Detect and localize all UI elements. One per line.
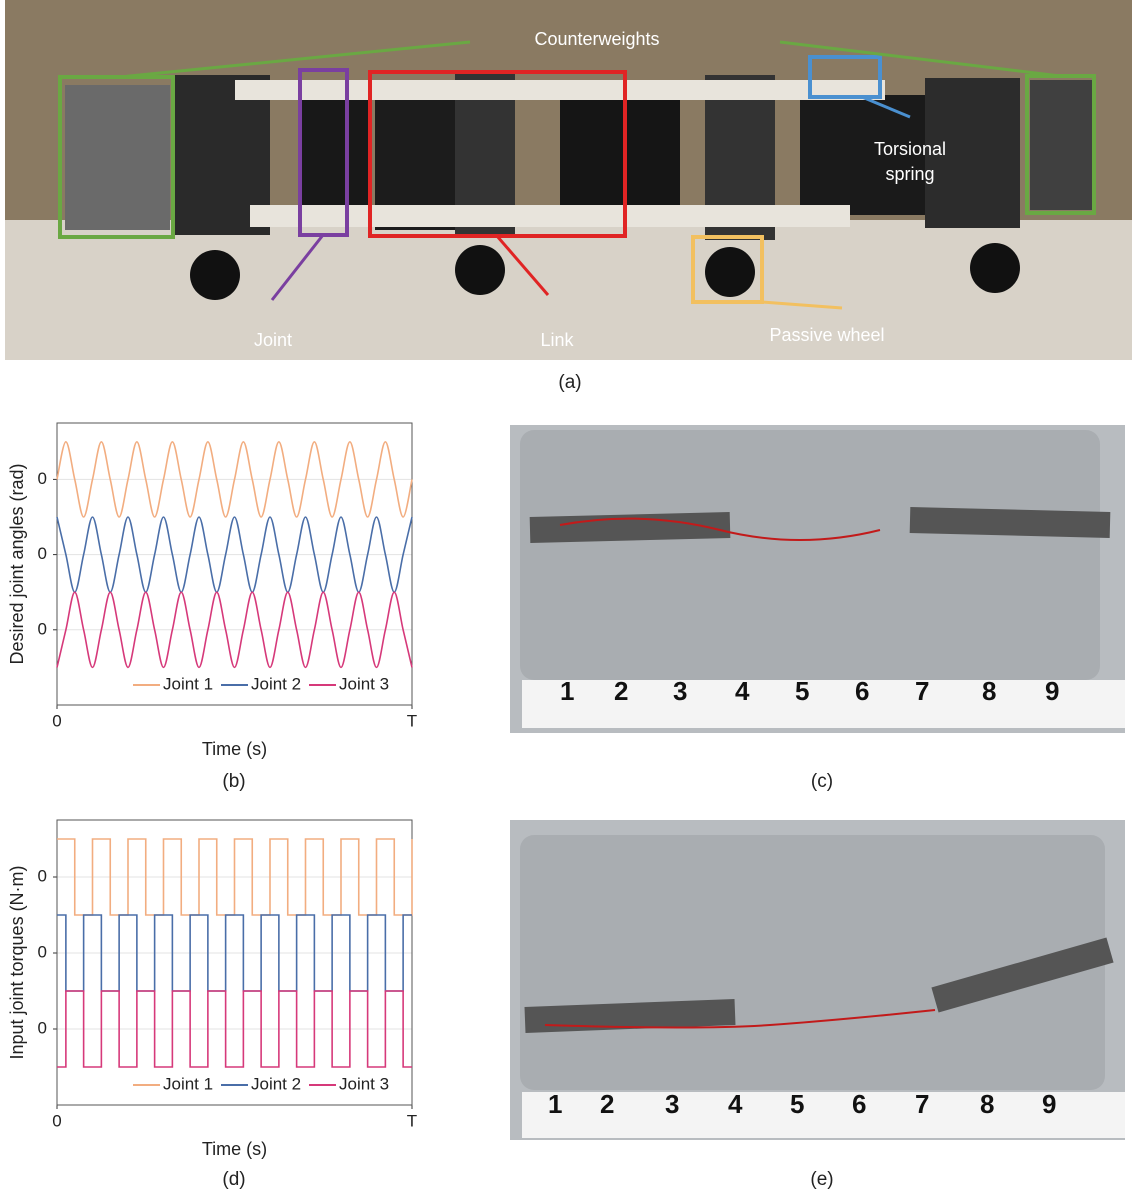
page: {"captions": ["(a)", "(b)", "(c)", "(d)"… — [0, 0, 1132, 1197]
caption: (b) — [222, 771, 245, 792]
x-tick-label: 0 — [52, 1111, 61, 1130]
label-passive-wheel: Passive wheel — [769, 325, 884, 345]
legend-label: Joint 2 — [251, 1074, 301, 1093]
y-tick-label: 0 — [38, 866, 47, 885]
x-tick-label: T — [407, 711, 417, 730]
ruler-number: 1 — [548, 1089, 562, 1119]
ruler-number: 2 — [600, 1089, 614, 1119]
ruler-number: 5 — [790, 1089, 804, 1119]
legend-label: Joint 2 — [251, 674, 301, 693]
counterweight — [65, 85, 170, 230]
ruler-number: 4 — [728, 1089, 743, 1119]
y-tick-label: 0 — [38, 469, 47, 488]
ruler-number: 3 — [673, 676, 687, 706]
ruler-number: 5 — [795, 676, 809, 706]
x-axis-label: Time (s) — [202, 739, 267, 759]
plot-frame — [57, 423, 412, 705]
ruler-number: 8 — [982, 676, 996, 706]
label-counterweights: Counterweights — [534, 29, 659, 49]
y-axis-label: Input joint torques (N·m) — [7, 865, 27, 1059]
ruler-number: 8 — [980, 1089, 994, 1119]
link-plate — [250, 205, 850, 227]
ruler-number: 7 — [915, 676, 929, 706]
x-tick-label: T — [407, 1111, 417, 1130]
ruler-number: 2 — [614, 676, 628, 706]
ruler-number: 6 — [855, 676, 869, 706]
ruler-number: 9 — [1045, 676, 1059, 706]
x-tick-label: 0 — [52, 711, 61, 730]
wheel — [455, 245, 505, 295]
ruler-number: 9 — [1042, 1089, 1056, 1119]
label-spring: spring — [885, 164, 934, 184]
label-torsional: Torsional — [874, 139, 946, 159]
wheel — [705, 247, 755, 297]
ruler-number: 6 — [852, 1089, 866, 1119]
series-line — [57, 442, 412, 517]
label-link: Link — [540, 330, 574, 350]
ruler-number: 1 — [560, 676, 574, 706]
module — [300, 95, 370, 215]
legend-label: Joint 1 — [163, 674, 213, 693]
caption: (d) — [222, 1169, 245, 1190]
y-tick-label: 0 — [38, 619, 47, 638]
link-plate — [235, 80, 885, 100]
ruler-number: 4 — [735, 676, 750, 706]
wheel — [970, 243, 1020, 293]
board — [520, 835, 1105, 1090]
caption: (e) — [810, 1169, 833, 1190]
y-tick-label: 0 — [38, 544, 47, 563]
ruler — [522, 680, 1125, 728]
figure: Counterweights Torsional spring Joint Li… — [0, 0, 1132, 1197]
caption: (c) — [811, 771, 833, 792]
label-joint: Joint — [254, 330, 292, 350]
y-tick-label: 0 — [38, 1018, 47, 1037]
legend-label: Joint 3 — [339, 1074, 389, 1093]
photo-a: Counterweights Torsional spring Joint Li… — [5, 0, 1132, 360]
legend-label: Joint 1 — [163, 1074, 213, 1093]
counterweight — [1030, 80, 1092, 210]
board — [520, 430, 1100, 680]
y-axis-label: Desired joint angles (rad) — [7, 463, 27, 664]
y-tick-label: 0 — [38, 942, 47, 961]
wheel — [190, 250, 240, 300]
module — [560, 100, 680, 215]
ruler-number: 3 — [665, 1089, 679, 1119]
legend-label: Joint 3 — [339, 674, 389, 693]
caption: (a) — [558, 372, 581, 393]
series-line — [57, 839, 412, 915]
x-axis-label: Time (s) — [202, 1139, 267, 1159]
ruler-number: 7 — [915, 1089, 929, 1119]
photo-c — [510, 425, 1125, 733]
